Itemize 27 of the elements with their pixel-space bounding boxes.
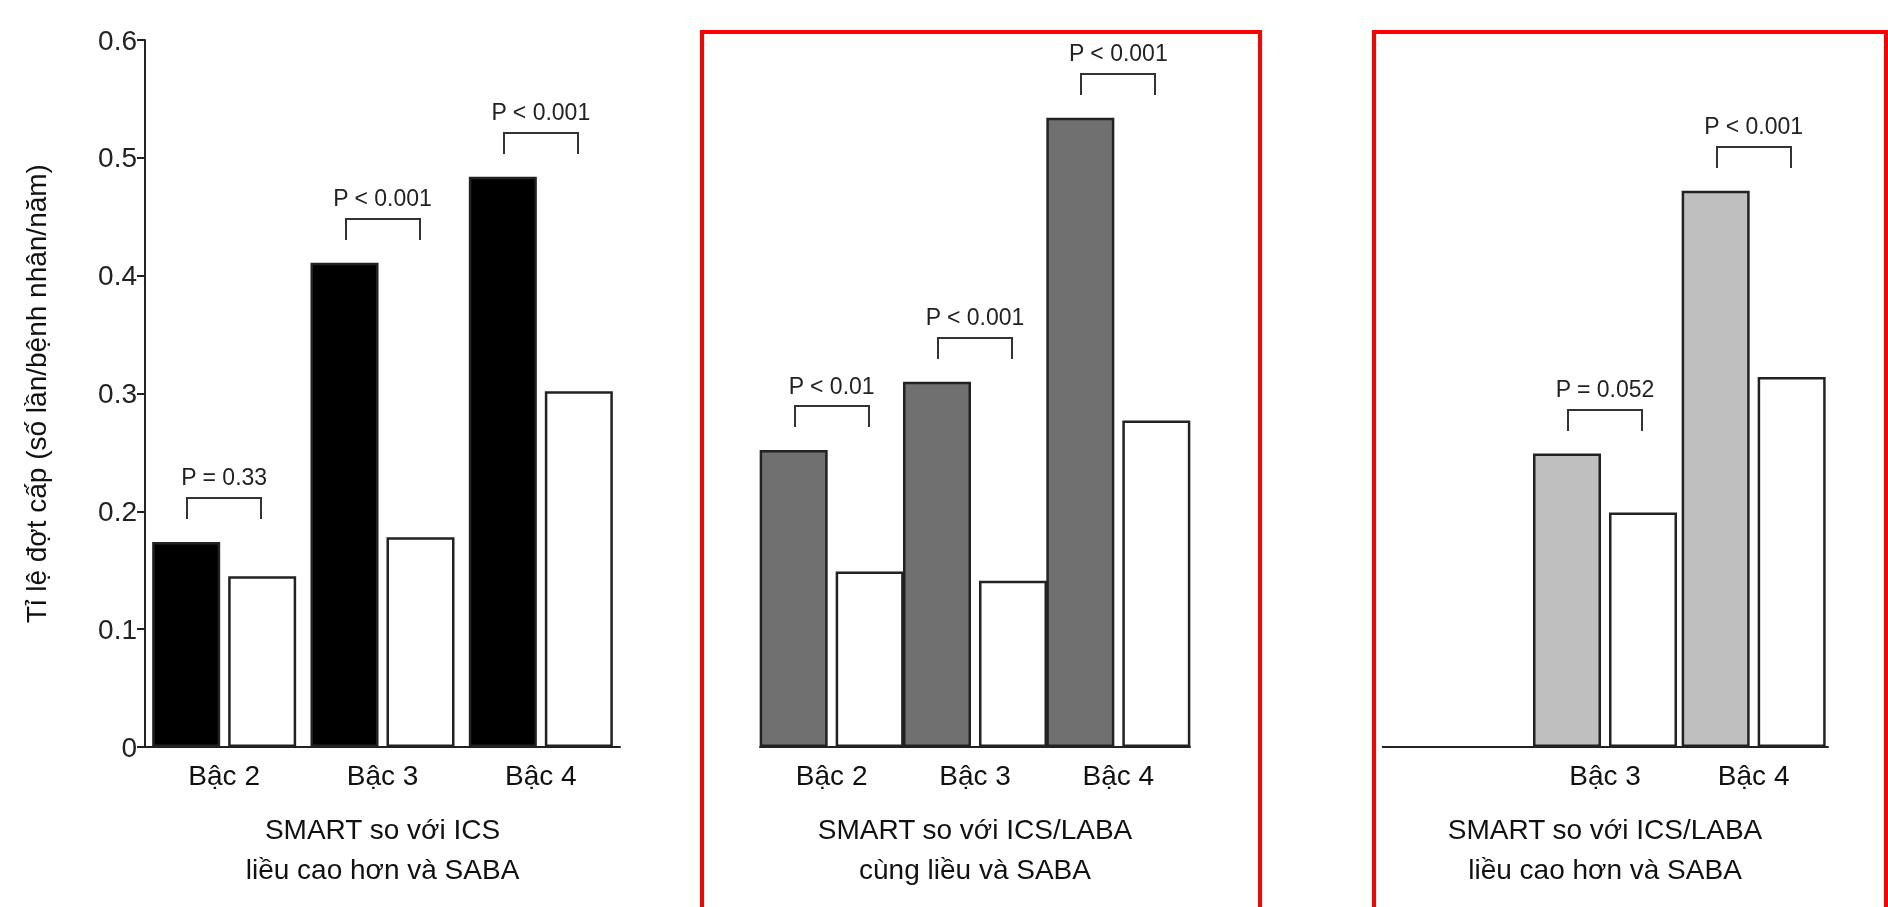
y-tick-label: 0.1 — [98, 613, 137, 645]
x-tick-label: Bậc 2 — [795, 759, 868, 791]
annotation: P < 0.001 — [1704, 113, 1804, 140]
annotation: P < 0.01 — [788, 372, 875, 399]
x-tick-label: Bậc 3 — [346, 759, 419, 791]
x-tick-label: Bậc 2 — [188, 759, 260, 791]
annotation: P = 0.33 — [181, 464, 268, 491]
x-tick-label: Bậc 4 — [1717, 759, 1790, 791]
y-tick-label: 0 — [121, 731, 137, 763]
y-tick-label: 0.6 — [98, 24, 137, 56]
y-tick-label: 0.3 — [98, 378, 137, 409]
annotation: P < 0.001 — [333, 185, 432, 212]
x-axis-title: SMART so với ICS/LABA liều cao hơn và SABA — [1447, 813, 1763, 885]
annotation: P = 0.052 — [1555, 376, 1655, 403]
annotation: P < 0.001 — [925, 304, 1025, 331]
x-axis-title: SMART so với ICS/LABA cùng liều và SABA — [817, 813, 1133, 885]
x-tick-label: Bậc 3 — [939, 759, 1011, 791]
y-axis-title: Tỉ lệ đợt cấp (số lần/bệnh nhân/năm) — [20, 164, 52, 623]
y-tick-label: 0.4 — [98, 260, 137, 292]
x-tick-label: Bậc 4 — [1082, 759, 1155, 791]
annotation: P < 0.001 — [1068, 40, 1168, 67]
y-tick-label: 0.2 — [98, 495, 137, 527]
annotation: P < 0.001 — [491, 99, 591, 126]
x-axis-title: SMART so với ICS liều cao hơn và SABA — [245, 813, 520, 885]
x-tick-label: Bậc 3 — [1569, 759, 1641, 791]
y-tick-label: 0.5 — [98, 142, 137, 174]
x-tick-label: Bậc 4 — [505, 759, 577, 791]
